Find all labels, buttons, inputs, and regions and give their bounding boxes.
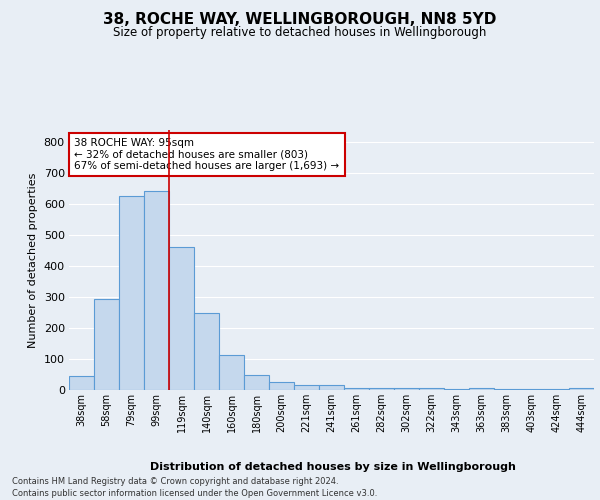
Bar [319,386,344,390]
Y-axis label: Number of detached properties: Number of detached properties [28,172,38,348]
Bar [394,388,419,390]
Bar [194,312,219,390]
Text: 38 ROCHE WAY: 95sqm
← 32% of detached houses are smaller (803)
67% of semi-detac: 38 ROCHE WAY: 95sqm ← 32% of detached ho… [74,138,340,171]
Bar [119,196,144,390]
Bar [569,388,594,390]
Bar [69,376,94,390]
Bar [294,386,319,390]
Text: 38, ROCHE WAY, WELLINGBOROUGH, NN8 5YD: 38, ROCHE WAY, WELLINGBOROUGH, NN8 5YD [103,12,497,28]
Text: Distribution of detached houses by size in Wellingborough: Distribution of detached houses by size … [150,462,516,472]
Bar [419,388,444,390]
Text: Size of property relative to detached houses in Wellingborough: Size of property relative to detached ho… [113,26,487,39]
Bar [219,356,244,390]
Bar [144,190,169,390]
Bar [169,247,194,390]
Bar [469,388,494,390]
Bar [94,299,119,390]
Bar [344,388,369,390]
Bar [269,382,294,390]
Bar [244,376,269,390]
Bar [369,388,394,390]
Text: Contains HM Land Registry data © Crown copyright and database right 2024.
Contai: Contains HM Land Registry data © Crown c… [12,478,377,498]
